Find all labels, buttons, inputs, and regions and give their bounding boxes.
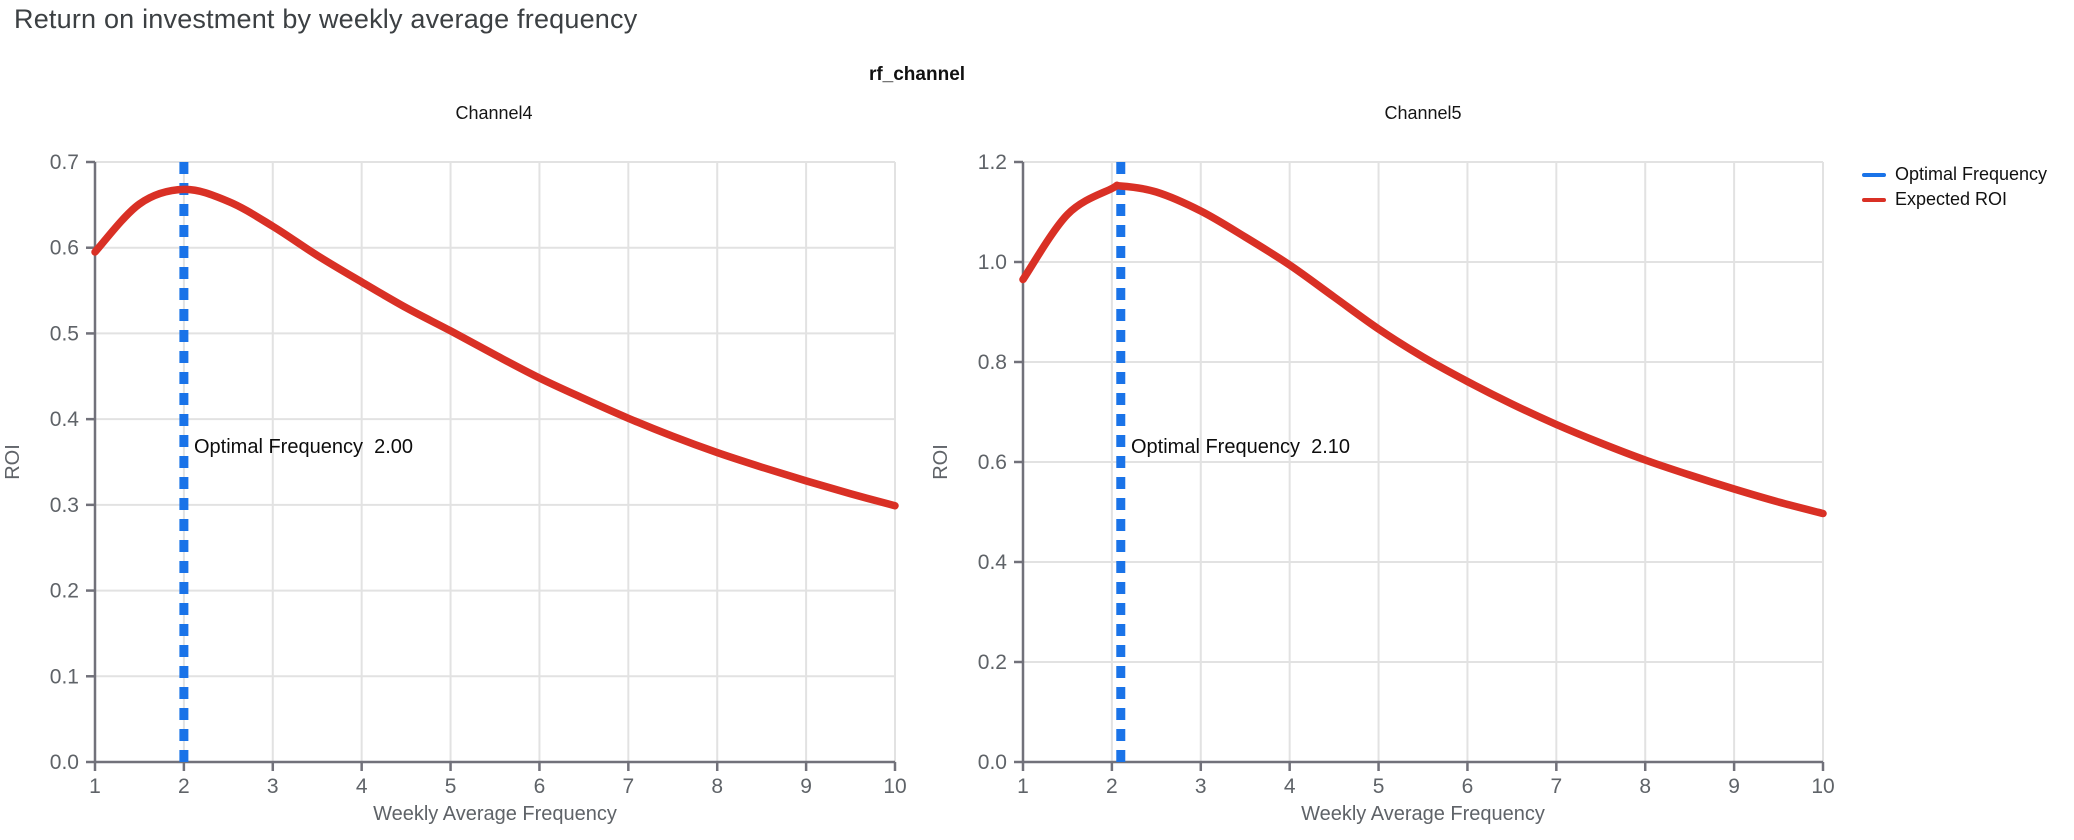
expected-roi-line-swatch bbox=[1862, 197, 1886, 202]
y-tick-label: 0.4 bbox=[978, 551, 1008, 574]
x-tick-label: 9 bbox=[800, 775, 812, 798]
y-tick-label: 0.0 bbox=[978, 751, 1007, 774]
legend-label-optimal-frequency: Optimal Frequency bbox=[1895, 164, 2048, 184]
optimal-frequency-line-swatch bbox=[1862, 172, 1886, 177]
expected-roi-curve bbox=[1019, 181, 1827, 518]
subplot-channel5: 0.0 0.2 0.4 0.6 0.8 1.0 1.2 1 2 3 4 5 6 7 8 9 10 Weekly A… bbox=[930, 151, 1835, 825]
legend-label-expected-roi: Expected ROI bbox=[1895, 189, 2008, 209]
x-tick-label: 1 bbox=[89, 775, 101, 798]
y-tick-label: 0.2 bbox=[978, 651, 1007, 674]
x-tick-label: 3 bbox=[267, 775, 279, 798]
y-tick-label: 0.8 bbox=[978, 351, 1007, 374]
x-tick-label: 6 bbox=[534, 775, 546, 798]
y-tick-label: 0.7 bbox=[50, 151, 79, 174]
legend-item-expected-roi: Expected ROI bbox=[1862, 187, 2047, 212]
optimal-frequency-annotation-channel5: Optimal Frequency 2.10 bbox=[1131, 436, 1350, 458]
subplot-title-channel5: Channel5 bbox=[1384, 103, 1462, 123]
y-tick-label: 1.0 bbox=[978, 251, 1007, 274]
x-tick-label: 9 bbox=[1728, 775, 1740, 798]
y-tick-label: 0.6 bbox=[50, 237, 79, 260]
x-tick-label: 10 bbox=[1811, 775, 1834, 798]
x-tick-label: 6 bbox=[1462, 775, 1474, 798]
x-tick-label: 7 bbox=[622, 775, 634, 798]
legend: Optimal Frequency Expected ROI bbox=[1862, 162, 2047, 212]
x-axis-title: Weekly Average Frequency bbox=[373, 803, 617, 825]
y-tick-label: 0.1 bbox=[50, 665, 79, 688]
y-axis-title: ROI bbox=[2, 444, 24, 480]
x-tick-label: 5 bbox=[445, 775, 457, 798]
x-tick-label: 5 bbox=[1373, 775, 1385, 798]
subplot-channel4: 0.0 0.1 0.2 0.3 0.4 0.5 0.6 0.7 1 2 3 4 5 6 7 8 9 10 Weekl… bbox=[2, 151, 907, 825]
x-tick-label: 3 bbox=[1195, 775, 1207, 798]
subplot-title-channel4: Channel4 bbox=[455, 103, 533, 123]
x-tick-label: 4 bbox=[356, 775, 368, 798]
y-tick-label: 0.3 bbox=[50, 494, 79, 517]
y-tick-label: 1.2 bbox=[978, 151, 1007, 174]
expected-roi-curve bbox=[91, 185, 899, 510]
y-tick-label: 0.6 bbox=[978, 451, 1007, 474]
x-tick-label: 8 bbox=[711, 775, 723, 798]
x-tick-label: 2 bbox=[178, 775, 190, 798]
figure-suptitle: rf_channel bbox=[868, 64, 966, 85]
x-tick-label: 10 bbox=[883, 775, 906, 798]
y-tick-label: 0.2 bbox=[50, 580, 79, 603]
optimal-frequency-annotation-channel4: Optimal Frequency 2.00 bbox=[194, 436, 413, 458]
page-title: Return on investment by weekly average f… bbox=[14, 4, 638, 34]
y-tick-label: 0.0 bbox=[50, 751, 79, 774]
legend-item-optimal-frequency: Optimal Frequency bbox=[1862, 162, 2047, 187]
x-tick-label: 1 bbox=[1017, 775, 1029, 798]
x-axis-title: Weekly Average Frequency bbox=[1301, 803, 1545, 825]
y-axis-title: ROI bbox=[930, 444, 952, 480]
x-tick-label: 7 bbox=[1550, 775, 1562, 798]
y-tick-label: 0.4 bbox=[50, 408, 80, 431]
x-tick-label: 2 bbox=[1106, 775, 1118, 798]
x-tick-label: 4 bbox=[1284, 775, 1296, 798]
y-tick-label: 0.5 bbox=[50, 322, 79, 345]
x-tick-label: 8 bbox=[1639, 775, 1651, 798]
